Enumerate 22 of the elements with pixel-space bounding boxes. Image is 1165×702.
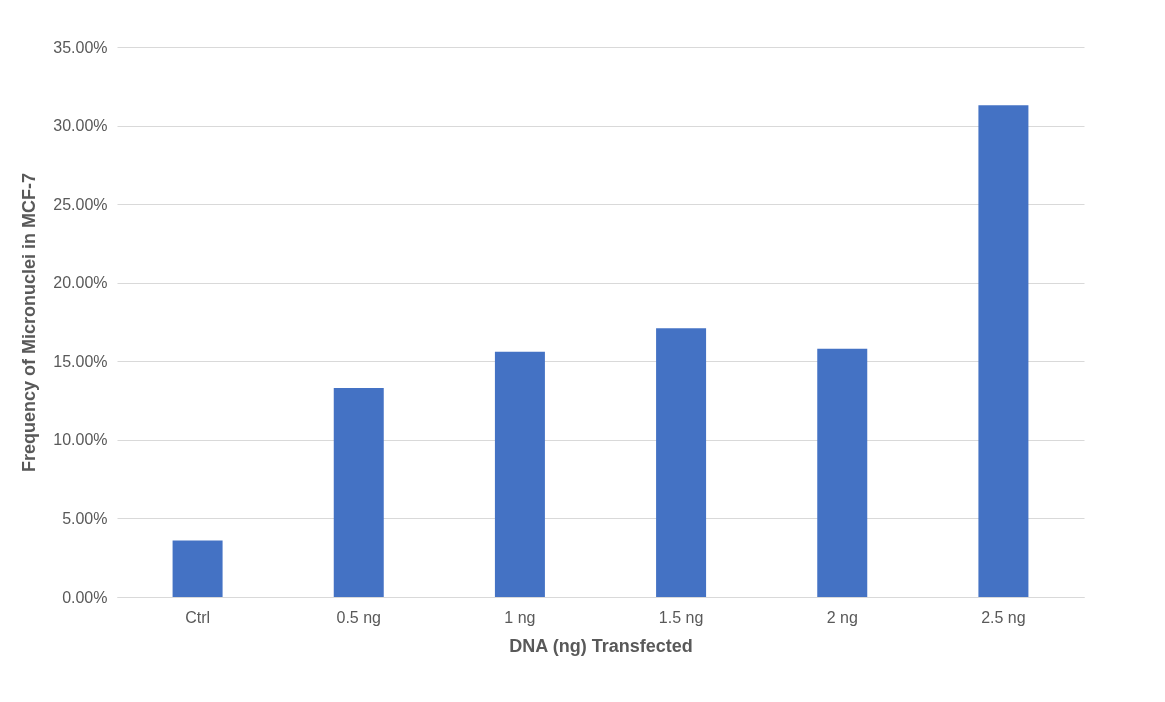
y-tick-label: 35.00% — [53, 38, 108, 56]
x-tick-label: 2 ng — [826, 608, 858, 626]
bar — [172, 540, 223, 597]
bar — [817, 348, 868, 597]
x-tick-label: 1 ng — [504, 608, 536, 626]
x-tick-label: Ctrl — [185, 608, 211, 626]
bar — [494, 351, 545, 597]
y-tick-label: 30.00% — [53, 117, 108, 135]
y-tick-label: 15.00% — [53, 352, 108, 370]
y-axis-title: Frequency of Micronuclei in MCF-7 — [19, 172, 40, 473]
x-axis-title: DNA (ng) Transfected — [509, 635, 693, 656]
y-tick-label: 25.00% — [53, 195, 108, 213]
y-tick-label: 10.00% — [53, 431, 108, 449]
bar — [656, 328, 707, 597]
y-tick-label: 5.00% — [62, 509, 108, 527]
bar — [978, 105, 1029, 597]
x-tick-label: 2.5 ng — [981, 608, 1026, 626]
y-tick-label: 0.00% — [62, 588, 108, 606]
y-tick-label: 20.00% — [53, 274, 108, 292]
x-tick-label: 0.5 ng — [336, 608, 381, 626]
bar — [333, 388, 384, 597]
x-tick-label: 1.5 ng — [658, 608, 704, 626]
